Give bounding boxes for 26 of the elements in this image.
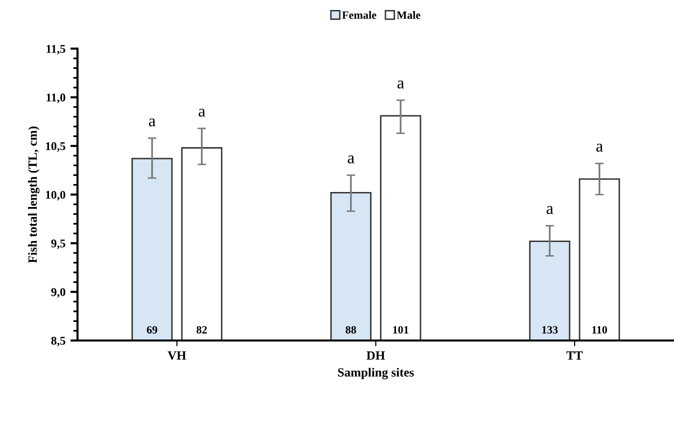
y-axis-title: Fish total length (TL, cm): [28, 126, 40, 263]
y-tick-label: 11,0: [46, 94, 66, 104]
annotation: 82: [196, 326, 207, 334]
annotation: a: [148, 118, 156, 126]
annotation: 101: [393, 326, 408, 334]
y-tick-label: 10,0: [46, 190, 66, 201]
x-tick-label: TT: [566, 351, 583, 360]
x-tick-label: DH: [366, 351, 385, 360]
annotation: a: [198, 108, 206, 117]
legend-label: Male: [396, 11, 420, 19]
annotation: 133: [542, 326, 558, 334]
annotation: a: [596, 144, 603, 152]
legend-label: Female: [342, 11, 376, 19]
annotation: a: [397, 80, 404, 88]
y-tick-label: 9,5: [51, 240, 66, 250]
x-tick-label: VH: [168, 351, 186, 360]
annotation: a: [546, 206, 554, 214]
y-tick-label: 10,5: [46, 142, 66, 152]
x-axis-title: Sampling sites: [338, 368, 414, 380]
annotation: a: [348, 155, 354, 164]
y-tick-label: 11,5: [46, 44, 66, 55]
annotation: 110: [592, 326, 608, 334]
annotation: 69: [146, 326, 158, 334]
annotation: 88: [346, 326, 356, 334]
y-tick-label: 8,5: [51, 336, 66, 346]
y-tick-label: 9,0: [51, 288, 66, 298]
